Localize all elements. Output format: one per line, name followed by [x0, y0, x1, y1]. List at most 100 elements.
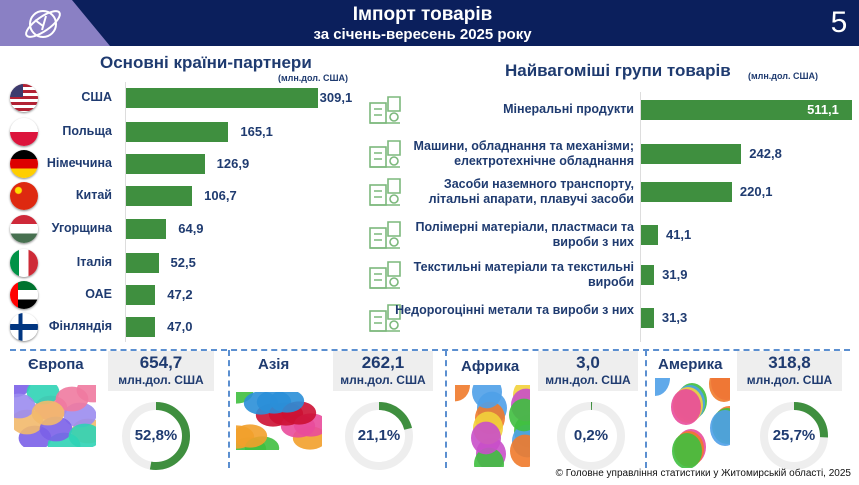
- divider: [645, 350, 647, 468]
- share-label: 25,7%: [772, 427, 816, 444]
- flag-uae-icon: [10, 281, 38, 309]
- share-donut-europe: 52,8%: [120, 400, 192, 472]
- country-bar: [126, 253, 159, 273]
- country-value: 106,7: [204, 188, 237, 203]
- divider: [228, 350, 230, 468]
- share-donut-africa: 0,2%: [555, 400, 627, 472]
- share-label: 21,1%: [357, 427, 401, 444]
- region-unit: млн.дол. США: [340, 373, 426, 387]
- map-asia-icon: [218, 380, 329, 461]
- share-donut-asia: 21,1%: [343, 400, 415, 472]
- share-arc: [345, 402, 413, 470]
- region-unit: млн.дол. США: [545, 373, 631, 387]
- region-unit: млн.дол. США: [746, 373, 833, 387]
- country-value: 52,5: [170, 255, 196, 270]
- country-value: 126,9: [216, 156, 250, 171]
- country-value: 165,1: [240, 124, 273, 139]
- region-total-europe: 654,7 млн.дол. США: [108, 351, 214, 391]
- region-unit: млн.дол. США: [118, 373, 204, 387]
- region-value: 654,7: [139, 353, 183, 372]
- goods-value: 511,1: [807, 102, 839, 117]
- polymer-roll-icon: [366, 218, 404, 252]
- region-name-africa: Африка: [461, 358, 520, 375]
- country-label: ОАЕ: [85, 287, 112, 301]
- goods-label: Недорогоцінні метали та вироби з них: [395, 303, 634, 317]
- country-bar: [126, 122, 229, 142]
- country-bar: [126, 317, 156, 337]
- goods-bar: [641, 100, 853, 120]
- goods-label: Текстильні матеріали та текстильні вироб…: [413, 260, 634, 289]
- country-label: Польща: [62, 124, 112, 138]
- country-label: США: [81, 90, 112, 104]
- country-bar: [126, 186, 193, 206]
- map-africa-icon: [440, 368, 544, 481]
- divider: [10, 349, 850, 351]
- region-total-america: 318,8 млн.дол. США: [737, 351, 842, 391]
- region-name-america: Америка: [658, 356, 723, 373]
- goods-bar: [641, 182, 732, 202]
- share-arc: [122, 402, 190, 470]
- goods-bar: [641, 265, 655, 285]
- countries-title: Основні країни-партнери: [100, 53, 312, 72]
- flag-china-icon: [10, 182, 38, 210]
- flag-germany-icon: [10, 150, 38, 178]
- region-value: 262,1: [361, 353, 405, 372]
- goods-axis: [640, 92, 641, 342]
- goods-bar: [641, 308, 654, 328]
- goods-value: 41,1: [665, 227, 692, 242]
- goods-bar: [641, 144, 742, 164]
- country-bar: [126, 285, 156, 305]
- region-name-europe: Європа: [28, 356, 84, 373]
- oil-pump-icon: [366, 93, 404, 127]
- goods-value: 220,1: [739, 184, 773, 199]
- goods-label: Засоби наземного транспорту, літальні ап…: [428, 177, 634, 206]
- goods-unit: (млн.дол. США): [748, 71, 819, 81]
- country-label: Німеччина: [46, 156, 112, 170]
- transport-icon: [366, 175, 404, 209]
- country-value: 309,1: [319, 90, 353, 105]
- header-bar: [0, 0, 845, 46]
- share-donut-america: 25,7%: [758, 400, 830, 472]
- country-bar: [126, 219, 167, 239]
- page-number: 5: [819, 0, 859, 46]
- page-title: Імпорт товарів: [352, 4, 493, 25]
- goods-label: Машини, обладнання та механізми; електро…: [413, 139, 634, 168]
- country-label: Угорщина: [51, 221, 112, 235]
- globe-logo-icon: [25, 10, 61, 38]
- page-subtitle: за січень-вересень 2025 року: [313, 26, 532, 43]
- divider: [445, 350, 447, 468]
- country-label: Фінляндія: [48, 319, 112, 333]
- goods-value: 242,8: [749, 146, 782, 161]
- country-bar: [126, 88, 318, 108]
- goods-bar: [641, 225, 658, 245]
- flag-usa-icon: [10, 84, 38, 112]
- flag-poland-icon: [10, 118, 38, 146]
- flag-italy-icon: [10, 249, 38, 277]
- flag-finland-icon: [10, 313, 38, 341]
- metal-profile-icon: [366, 301, 404, 335]
- country-label: Китай: [75, 188, 112, 202]
- share-label: 0,2%: [573, 427, 609, 444]
- countries-unit: (млн.дол. США): [278, 73, 349, 83]
- country-value: 47,2: [167, 287, 193, 302]
- country-bar: [126, 154, 205, 174]
- goods-label: Мінеральні продукти: [503, 102, 634, 116]
- goods-value: 31,9: [662, 267, 688, 282]
- textile-icon: [366, 258, 404, 292]
- share-arc: [760, 402, 828, 470]
- map-america-icon: [640, 360, 744, 469]
- region-total-asia: 262,1 млн.дол. США: [333, 351, 433, 391]
- region-value: 3,0: [576, 353, 600, 372]
- goods-title: Найвагоміші групи товарів: [505, 61, 731, 80]
- goods-value: 31,3: [661, 310, 688, 325]
- countries-axis: [125, 82, 126, 342]
- map-europe-icon: [0, 372, 110, 458]
- factory-machinery-icon: [366, 137, 404, 171]
- flag-hungary-icon: [10, 215, 38, 243]
- country-label: Італія: [76, 255, 112, 269]
- goods-label: Полімерні матеріали, пластмаси та вироби…: [415, 220, 634, 249]
- region-total-africa: 3,0 млн.дол. США: [538, 351, 638, 391]
- country-value: 47,0: [167, 319, 193, 334]
- flag-canton: [10, 84, 23, 97]
- country-value: 64,9: [178, 221, 204, 236]
